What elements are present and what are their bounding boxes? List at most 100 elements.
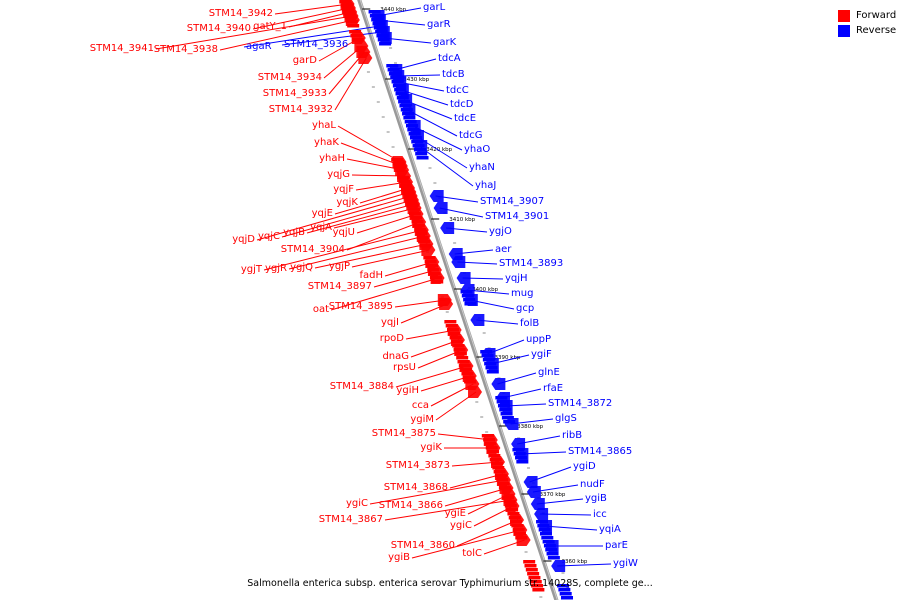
reverse-gene-block[interactable] [551, 560, 566, 572]
reverse-gene-block[interactable] [530, 498, 545, 510]
reverse-gene-label[interactable]: nudF [580, 479, 605, 490]
reverse-gene-label[interactable]: STM14_3893 [499, 258, 563, 269]
forward-gene-label[interactable]: STM14_3940 [187, 23, 251, 34]
forward-gene-label[interactable]: STM14_3884 [330, 381, 394, 392]
forward-gene-label[interactable]: yhaH [319, 153, 345, 164]
reverse-gene-label[interactable]: ygjO [489, 226, 512, 237]
reverse-gene-label[interactable]: tdcB [442, 69, 465, 80]
reverse-gene-block[interactable] [470, 314, 485, 326]
forward-gene-label[interactable]: yhaL [312, 120, 336, 131]
reverse-gene-block[interactable] [491, 378, 506, 390]
reverse-gene-block[interactable] [433, 202, 448, 214]
reverse-gene-label[interactable]: folB [520, 318, 539, 329]
reverse-gene-label[interactable]: tdcD [450, 99, 474, 110]
forward-gene-label[interactable]: ygjP [329, 261, 350, 272]
reverse-gene-label[interactable]: tdcG [459, 130, 483, 141]
reverse-gene-label[interactable]: STM14_3907 [480, 196, 544, 207]
reverse-gene-label[interactable]: yhaJ [475, 180, 496, 191]
forward-gene-label[interactable]: STM14_3934 [258, 72, 322, 83]
forward-gene-label[interactable]: STM14_3866 [379, 500, 443, 511]
reverse-gene-label[interactable]: glgS [555, 413, 577, 424]
reverse-gene-label[interactable]: mug [511, 288, 533, 299]
reverse-gene-block[interactable] [511, 438, 526, 450]
reverse-gene-block[interactable] [456, 272, 471, 284]
forward-gene-label[interactable]: yqjU [333, 227, 355, 238]
reverse-gene-label[interactable]: yqiA [599, 524, 621, 535]
forward-gene-label[interactable]: ygiH [396, 385, 419, 396]
reverse-gene-label[interactable]: tdcC [446, 85, 469, 96]
reverse-gene-block[interactable] [429, 190, 444, 202]
forward-gene-label[interactable]: yhaK [314, 137, 339, 148]
forward-gene-label[interactable]: STM14_3933 [263, 88, 327, 99]
reverse-gene-label[interactable]: garL [423, 2, 446, 13]
forward-gene-label[interactable]: ygjT [241, 264, 263, 275]
forward-gene-block[interactable] [468, 386, 483, 398]
forward-gene-label[interactable]: STM14_3941 [90, 43, 154, 54]
forward-gene-label[interactable]: STM14_3897 [308, 281, 372, 292]
forward-gene-label[interactable]: yqjI [381, 317, 399, 328]
forward-gene-label[interactable]: ygjQ [290, 262, 313, 273]
forward-gene-label[interactable]: ygiE [445, 508, 466, 519]
reverse-gene-label[interactable]: parE [605, 540, 628, 551]
reverse-gene-label[interactable]: uppP [526, 334, 551, 345]
forward-gene-label[interactable]: yqjK [336, 197, 358, 208]
reverse-gene-label[interactable]: agaR [246, 41, 272, 52]
forward-gene-label[interactable]: cca [412, 400, 429, 411]
reverse-gene-block[interactable] [534, 508, 549, 520]
forward-gene-label[interactable]: STM14_3867 [319, 514, 383, 525]
forward-gene-label[interactable]: STM14_3895 [329, 301, 393, 312]
reverse-gene-label[interactable]: gcp [516, 303, 534, 314]
forward-gene-label[interactable]: ygiM [410, 414, 434, 425]
forward-gene-label[interactable]: oat [313, 304, 329, 315]
reverse-gene-label[interactable]: yhaO [464, 144, 490, 155]
forward-gene-block[interactable] [439, 298, 454, 310]
forward-gene-label[interactable]: STM14_3904 [281, 244, 345, 255]
forward-gene-label[interactable]: ygjR [265, 263, 287, 274]
reverse-gene-block[interactable] [526, 486, 541, 498]
reverse-gene-label[interactable]: tdcA [438, 53, 461, 64]
forward-gene-label[interactable]: STM14_3942 [209, 8, 273, 19]
forward-gene-label[interactable]: ygiK [420, 442, 442, 453]
reverse-gene-label[interactable]: garK [433, 37, 457, 48]
forward-gene-label[interactable]: ygiB [388, 552, 410, 563]
forward-gene-label[interactable]: rpoD [380, 333, 405, 344]
reverse-gene-label[interactable]: tdcE [454, 113, 476, 124]
reverse-gene-block[interactable] [440, 222, 455, 234]
reverse-gene-label[interactable]: garR [427, 19, 451, 30]
forward-gene-label[interactable]: yqjA [310, 222, 332, 233]
forward-gene-label[interactable]: gatY_1 [253, 21, 287, 32]
reverse-gene-block[interactable] [451, 256, 466, 268]
forward-gene-label[interactable]: yqjE [312, 208, 333, 219]
reverse-gene-label[interactable]: STM14_3901 [485, 211, 549, 222]
forward-gene-label[interactable]: fadH [359, 270, 383, 281]
forward-gene-label[interactable]: yqjF [333, 184, 354, 195]
reverse-gene-label[interactable]: STM14_3865 [568, 446, 632, 457]
forward-gene-label[interactable]: rpsU [393, 362, 416, 373]
forward-gene-label[interactable]: ygiC [450, 520, 472, 531]
forward-gene-label[interactable]: dnaG [382, 351, 409, 362]
forward-gene-label[interactable]: tolC [462, 548, 482, 559]
reverse-gene-label[interactable]: ribB [562, 430, 582, 441]
reverse-gene-label[interactable]: STM14_3872 [548, 398, 612, 409]
forward-gene-block[interactable] [516, 534, 531, 546]
reverse-gene-label[interactable]: ygiB [585, 493, 607, 504]
reverse-gene-label[interactable]: ygiF [531, 349, 552, 360]
reverse-gene-label[interactable]: rfaE [543, 383, 563, 394]
forward-gene-label[interactable]: yqjD [232, 234, 255, 245]
forward-gene-label[interactable]: yqjC [258, 231, 280, 242]
forward-gene-label[interactable]: STM14_3860 [391, 540, 455, 551]
forward-gene-label[interactable]: STM14_3875 [372, 428, 436, 439]
reverse-gene-label[interactable]: yhaN [469, 162, 495, 173]
forward-gene-label[interactable]: yqjG [327, 169, 350, 180]
forward-gene-block[interactable] [358, 52, 373, 64]
reverse-gene-label[interactable]: aer [495, 244, 512, 255]
forward-gene-label[interactable]: STM14_3873 [386, 460, 450, 471]
forward-gene-label[interactable]: STM14_3932 [269, 104, 333, 115]
reverse-gene-label[interactable]: yqjH [505, 273, 528, 284]
reverse-gene-label[interactable]: icc [593, 509, 607, 520]
reverse-gene-label[interactable]: ygiW [613, 558, 638, 569]
reverse-gene-block[interactable] [504, 418, 519, 430]
reverse-gene-label[interactable]: STM14_3936 [284, 39, 348, 50]
forward-gene-label[interactable]: ygiC [346, 498, 368, 509]
forward-gene-label[interactable]: garD [293, 55, 318, 66]
